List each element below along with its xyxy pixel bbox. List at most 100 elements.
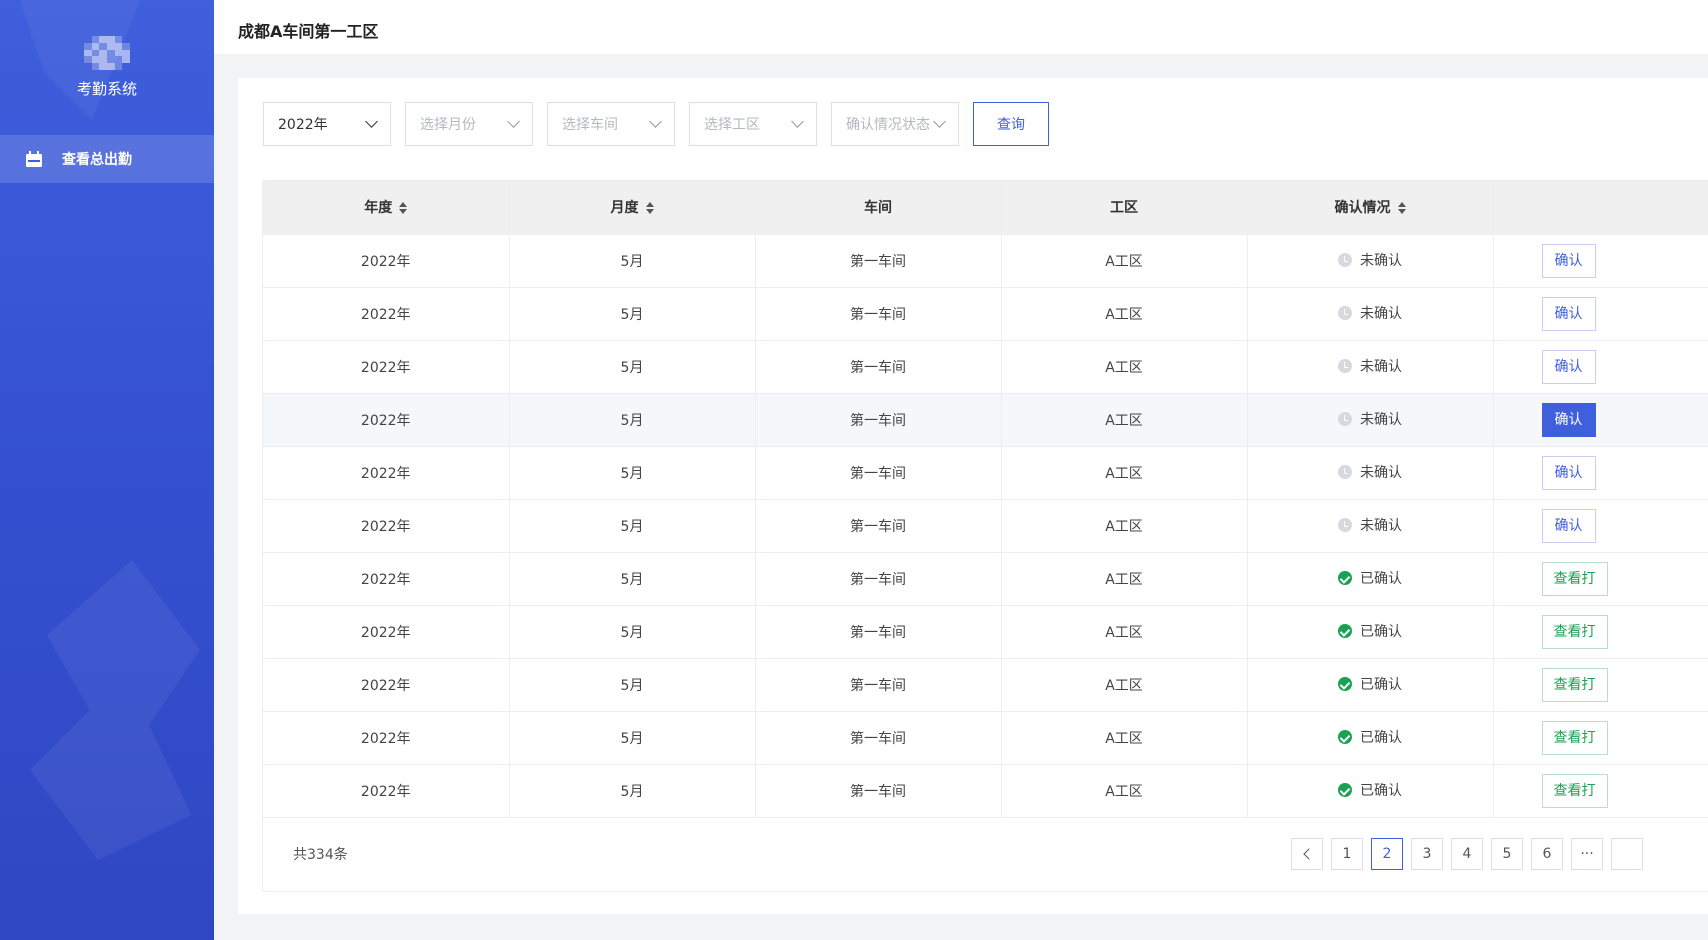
cell-status: 未确认	[1247, 446, 1494, 500]
cell-area: A工区	[1001, 340, 1248, 394]
column-header-year[interactable]: 年度	[263, 181, 510, 235]
page-title: 成都A车间第一工区	[238, 22, 379, 41]
cell-status: 已确认	[1247, 605, 1494, 659]
cell-area: A工区	[1001, 393, 1248, 447]
cell-month: 5月	[509, 552, 756, 606]
cell-actions: 确认	[1493, 287, 1708, 341]
cell-year: 2022年	[263, 711, 510, 765]
page-button[interactable]: 4	[1451, 838, 1483, 870]
view-button[interactable]: 查看打	[1541, 773, 1608, 808]
page-button[interactable]: 6	[1531, 838, 1563, 870]
page-button[interactable]: 3	[1411, 838, 1443, 870]
cell-workshop: 第一车间	[755, 234, 1002, 288]
cell-area: A工区	[1001, 446, 1248, 500]
clock-icon	[1338, 253, 1352, 267]
cell-year: 2022年	[263, 552, 510, 606]
total-count: 共334条	[293, 847, 348, 863]
check-circle-icon	[1338, 730, 1352, 744]
month-select-placeholder: 选择月份	[420, 117, 476, 133]
cell-workshop: 第一车间	[755, 605, 1002, 659]
table-row: 2022年 5月 第一车间 A工区 未确认 确认	[263, 234, 1708, 288]
cell-actions: 查看打	[1493, 605, 1708, 659]
next-page-button[interactable]	[1611, 838, 1643, 870]
clock-icon	[1338, 465, 1352, 479]
status-text: 已确认	[1360, 624, 1402, 640]
cell-area: A工区	[1001, 711, 1248, 765]
cell-area: A工区	[1001, 658, 1248, 712]
cell-month: 5月	[509, 446, 756, 500]
status-text: 已确认	[1360, 571, 1402, 587]
view-button[interactable]: 查看打	[1541, 720, 1608, 755]
sidebar-item-attendance[interactable]: 查看总出勤	[0, 135, 214, 183]
confirm-button[interactable]: 确认	[1541, 508, 1596, 543]
cell-actions: 查看打	[1493, 552, 1708, 606]
calendar-icon	[26, 151, 42, 167]
prev-page-button[interactable]	[1291, 838, 1323, 870]
chevron-down-icon	[791, 115, 804, 128]
sort-icon[interactable]	[645, 202, 654, 215]
table-row: 2022年 5月 第一车间 A工区 未确认 确认	[263, 446, 1708, 500]
view-button[interactable]: 查看打	[1541, 561, 1608, 596]
cell-actions: 查看打	[1493, 658, 1708, 712]
more-pages-button[interactable]: ···	[1571, 838, 1603, 870]
decorative-shape	[30, 560, 200, 860]
view-button[interactable]: 查看打	[1541, 667, 1608, 702]
confirm-button[interactable]: 确认	[1541, 455, 1596, 490]
sort-icon[interactable]	[399, 202, 408, 215]
cell-year: 2022年	[263, 287, 510, 341]
status-select[interactable]: 确认情况状态	[831, 102, 959, 146]
cell-year: 2022年	[263, 499, 510, 553]
cell-year: 2022年	[263, 340, 510, 394]
table-row: 2022年 5月 第一车间 A工区 已确认 查看打	[263, 658, 1708, 712]
pagination-bar: 共334条 1 2 3 4 5 6 ···	[263, 817, 1708, 891]
status-text: 未确认	[1360, 412, 1402, 428]
column-header-month[interactable]: 月度	[509, 181, 756, 235]
status-text: 未确认	[1360, 359, 1402, 375]
confirm-button[interactable]: 确认	[1541, 402, 1596, 437]
cell-actions: 查看打	[1493, 764, 1708, 818]
column-header-workshop: 车间	[755, 181, 1002, 235]
filter-bar: 2022年 选择月份 选择车间 选择工区 确认情况状态 查询	[263, 102, 1049, 146]
cell-workshop: 第一车间	[755, 711, 1002, 765]
cell-status: 未确认	[1247, 287, 1494, 341]
area-select-placeholder: 选择工区	[704, 117, 760, 133]
chevron-down-icon	[365, 115, 378, 128]
confirm-button[interactable]: 确认	[1541, 296, 1596, 331]
confirm-button[interactable]: 确认	[1541, 349, 1596, 384]
query-button[interactable]: 查询	[973, 102, 1049, 146]
cell-area: A工区	[1001, 499, 1248, 553]
cell-workshop: 第一车间	[755, 340, 1002, 394]
month-select[interactable]: 选择月份	[405, 102, 533, 146]
logo-icon	[84, 36, 130, 70]
year-select[interactable]: 2022年	[263, 102, 391, 146]
area-select[interactable]: 选择工区	[689, 102, 817, 146]
status-text: 未确认	[1360, 518, 1402, 534]
status-select-placeholder: 确认情况状态	[846, 117, 930, 133]
confirm-button[interactable]: 确认	[1541, 243, 1596, 278]
page-button[interactable]: 5	[1491, 838, 1523, 870]
cell-year: 2022年	[263, 658, 510, 712]
page-button-current[interactable]: 2	[1371, 838, 1403, 870]
cell-area: A工区	[1001, 764, 1248, 818]
cell-workshop: 第一车间	[755, 764, 1002, 818]
status-text: 已确认	[1360, 730, 1402, 746]
check-circle-icon	[1338, 624, 1352, 638]
chevron-down-icon	[649, 115, 662, 128]
workshop-select-placeholder: 选择车间	[562, 117, 618, 133]
main-card: 2022年 选择月份 选择车间 选择工区 确认情况状态 查询	[238, 78, 1708, 914]
cell-workshop: 第一车间	[755, 552, 1002, 606]
view-button[interactable]: 查看打	[1541, 614, 1608, 649]
status-text: 已确认	[1360, 677, 1402, 693]
page-button[interactable]: 1	[1331, 838, 1363, 870]
workshop-select[interactable]: 选择车间	[547, 102, 675, 146]
table-row: 2022年 5月 第一车间 A工区 未确认 确认	[263, 287, 1708, 341]
table-row: 2022年 5月 第一车间 A工区 已确认 查看打	[263, 552, 1708, 606]
system-title: 考勤系统	[76, 80, 137, 98]
cell-workshop: 第一车间	[755, 446, 1002, 500]
cell-actions: 确认	[1493, 234, 1708, 288]
cell-area: A工区	[1001, 287, 1248, 341]
table-row: 2022年 5月 第一车间 A工区 已确认 查看打	[263, 711, 1708, 765]
sort-icon[interactable]	[1397, 202, 1406, 215]
column-header-area: 工区	[1001, 181, 1248, 235]
column-header-status[interactable]: 确认情况	[1247, 181, 1494, 235]
